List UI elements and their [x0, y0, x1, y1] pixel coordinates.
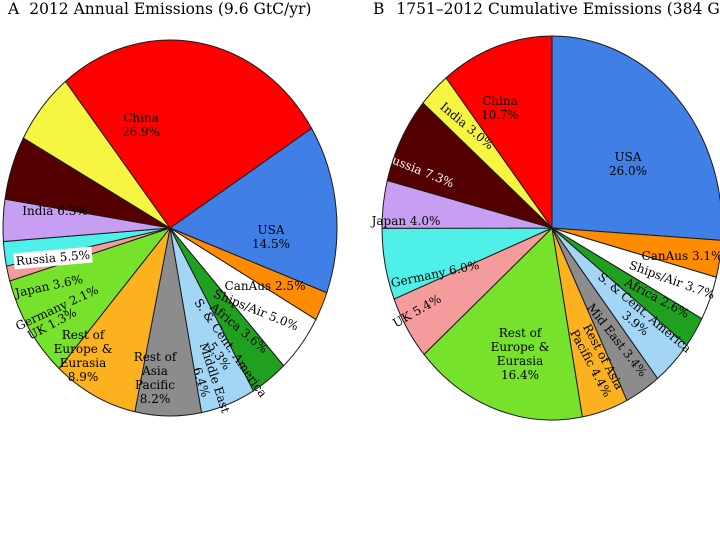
panel-b-slice-china: [445, 35, 553, 230]
panel-b-label-japan: Japan 4.0%: [370, 214, 441, 228]
panel-b: B 1751–2012 Cumulative Emissions (384 GtC…: [370, 0, 720, 421]
panel-a-label-russia: Russia 5.5%: [15, 248, 90, 268]
panel-b-label-canaus: CanAus 3.1%: [642, 249, 720, 263]
panel-a-label-india: India 6.3%: [22, 204, 87, 218]
panel-a-title: A 2012 Annual Emissions (9.6 GtC/yr): [7, 0, 311, 18]
panel-a-letter: A: [7, 0, 20, 18]
panel-a-label-canaus: CanAus 2.5%: [225, 279, 306, 293]
panel-b-title-text: 1751–2012 Cumulative Emissions (384 GtC): [396, 0, 720, 18]
panel-a-title-text: 2012 Annual Emissions (9.6 GtC/yr): [29, 0, 311, 18]
panel-a: A 2012 Annual Emissions (9.6 GtC/yr) USA 1…: [2, 0, 338, 417]
panel-b-label-usa: USA 26.0%: [609, 150, 647, 178]
panel-a-russia-label-box: [13, 246, 93, 270]
panel-b-slice-rest-of-europe-eurasia: [423, 226, 583, 421]
panel-a-slice-usa: [168, 127, 338, 294]
panel-a-label-china: China 26.9%: [122, 111, 160, 139]
panel-a-slice-rest-of-asia-pacific: [58, 227, 171, 413]
panel-b-slice-usa: [551, 35, 720, 241]
panel-b-title: B 1751–2012 Cumulative Emissions (384 GtC…: [373, 0, 720, 18]
panel-a-label-usa: USA 14.5%: [252, 223, 290, 251]
panel-a-slice-rest-of-europe-eurasia: [9, 227, 172, 370]
panel-b-pie: [381, 35, 720, 421]
panel-b-letter: B: [373, 0, 384, 18]
panel-a-label-rest-of-asia-pacific: Rest of Asia Pacific 8.2%: [134, 350, 178, 406]
panel-b-label-rest-of-europe-eurasia: Rest of Europe & Eurasia 16.4%: [491, 326, 550, 382]
panel-b-label-china: China 10.7%: [481, 94, 519, 122]
panel-a-slice-china: [64, 39, 313, 229]
panel-a-label-rest-of-europe-eurasia: Rest of Europe & Eurasia 8.9%: [54, 328, 113, 384]
